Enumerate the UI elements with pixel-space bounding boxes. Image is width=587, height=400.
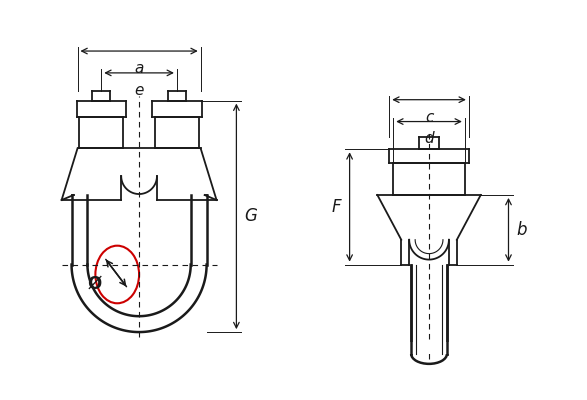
Text: F: F	[332, 198, 342, 216]
Text: d: d	[424, 132, 434, 146]
Text: b: b	[517, 221, 527, 239]
Text: G: G	[244, 207, 257, 225]
Text: a: a	[134, 61, 144, 76]
Text: Ø: Ø	[87, 274, 102, 292]
Text: e: e	[134, 83, 144, 98]
Text: c: c	[425, 110, 433, 125]
FancyBboxPatch shape	[409, 342, 449, 354]
